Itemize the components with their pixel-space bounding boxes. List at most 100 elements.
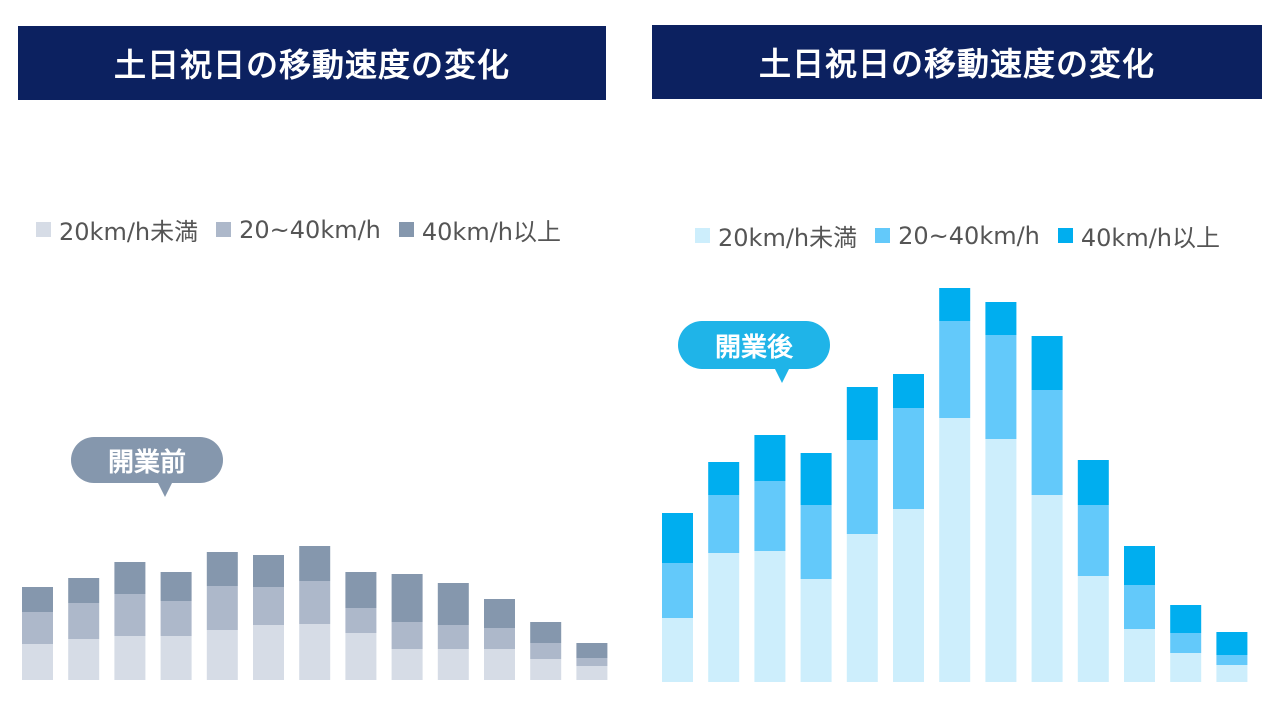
chart-title-after: 土日祝日の移動速度の変化: [652, 25, 1262, 99]
bar-after-11-under20: [1124, 629, 1155, 682]
callout-after: 開業後: [678, 321, 830, 383]
bar-after-6-under20: [893, 509, 924, 682]
bar-after-4-over40: [800, 453, 832, 505]
bar-after-10-over40: [1077, 460, 1109, 505]
bar-before-11-20to40: [484, 628, 515, 649]
legend-item-under20: 20km/h未満: [36, 212, 198, 247]
bar-before-5-over40: [206, 552, 238, 586]
bar-after-12-over40: [1170, 605, 1202, 633]
bar-before-9-over40: [391, 574, 423, 622]
bar-before-3-20to40: [114, 594, 146, 636]
stacked-bar-chart-before: [22, 546, 608, 680]
bar-after-2-over40: [708, 462, 740, 495]
bar-after-1-20to40: [662, 563, 693, 618]
bar-after-1-over40: [662, 513, 693, 563]
bar-before-2-20to40: [68, 603, 100, 639]
bar-before-8-under20: [345, 633, 377, 680]
bar-before-6-over40: [253, 555, 284, 587]
bar-before-11-over40: [484, 599, 515, 628]
bar-before-4-over40: [160, 572, 192, 601]
bar-after-7-over40: [939, 288, 971, 321]
bar-after-5-20to40: [846, 440, 878, 534]
bar-before-10-20to40: [437, 625, 469, 649]
bar-before-6-20to40: [253, 587, 284, 625]
bar-after-8-under20: [985, 439, 1017, 682]
bar-before-5-20to40: [206, 586, 238, 630]
bar-before-3-under20: [114, 636, 146, 680]
bar-after-8-20to40: [985, 335, 1017, 439]
bar-after-9-over40: [1031, 336, 1063, 390]
legend-item-over40: 40km/h以上: [398, 212, 562, 247]
bar-after-3-under20: [754, 551, 786, 682]
legend-swatch-under20: [695, 228, 710, 243]
bar-before-12-20to40: [530, 643, 562, 659]
bar-after-4-20to40: [800, 505, 832, 579]
bar-before-1-under20: [22, 644, 53, 680]
bar-after-6-20to40: [893, 408, 924, 509]
bar-before-9-under20: [391, 649, 423, 680]
bar-before-10-over40: [437, 583, 469, 625]
bar-before-11-under20: [484, 649, 515, 680]
legend-label-under20: 20km/h未満: [59, 218, 199, 246]
bar-after-4-under20: [800, 579, 832, 682]
bar-before-7-over40: [299, 546, 331, 581]
bar-after-10-under20: [1077, 576, 1109, 682]
bar-after-7-20to40: [939, 321, 971, 418]
bar-before-10-under20: [437, 649, 469, 680]
callout-before: 開業前: [71, 437, 223, 497]
legend-after: 20km/h未満 20~40km/h 40km/h以上: [695, 218, 1238, 253]
legend-label-over40: 40km/h以上: [1080, 224, 1221, 252]
bar-after-13-over40: [1216, 632, 1248, 655]
legend-swatch-20to40: [875, 228, 891, 243]
bar-before-1-20to40: [22, 612, 53, 644]
bar-after-12-under20: [1170, 653, 1202, 682]
legend-item-over40: 40km/h以上: [1057, 218, 1221, 253]
bar-before-4-20to40: [160, 601, 192, 636]
legend-item-under20: 20km/h未満: [695, 218, 857, 253]
bar-before-2-under20: [68, 639, 100, 680]
bar-before-8-over40: [345, 572, 377, 608]
legend-swatch-under20: [36, 222, 51, 237]
legend-before: 20km/h未満 20~40km/h 40km/h以上: [36, 212, 579, 247]
bar-after-12-20to40: [1170, 633, 1202, 653]
bar-after-13-under20: [1216, 665, 1248, 682]
bar-after-9-20to40: [1031, 390, 1063, 495]
bar-before-13-20to40: [576, 658, 608, 666]
legend-swatch-over40: [398, 222, 414, 237]
stacked-bar-chart-after: [662, 288, 1248, 682]
bar-after-6-over40: [893, 374, 924, 408]
legend-label-under20: 20km/h未満: [718, 224, 858, 252]
legend-swatch-over40: [1057, 228, 1073, 243]
bar-after-7-under20: [939, 418, 971, 682]
bar-before-9-20to40: [391, 622, 423, 649]
bar-after-5-over40: [846, 387, 878, 440]
bar-after-11-over40: [1124, 546, 1155, 585]
bar-after-11-20to40: [1124, 585, 1155, 629]
bar-after-13-20to40: [1216, 655, 1248, 665]
bar-after-2-20to40: [708, 495, 740, 553]
bar-after-3-20to40: [754, 481, 786, 551]
bar-after-2-under20: [708, 553, 740, 682]
bar-before-13-under20: [576, 666, 608, 680]
bar-before-8-20to40: [345, 608, 377, 633]
bar-before-13-over40: [576, 643, 608, 658]
bar-before-4-under20: [160, 636, 192, 680]
legend-item-20to40: 20~40km/h: [875, 222, 1040, 250]
bar-before-5-under20: [206, 630, 238, 680]
bar-before-12-over40: [530, 622, 562, 643]
bar-before-6-under20: [253, 625, 284, 680]
legend-item-20to40: 20~40km/h: [216, 216, 381, 244]
bar-after-3-over40: [754, 435, 786, 481]
bar-before-1-over40: [22, 587, 53, 612]
legend-label-over40: 40km/h以上: [421, 218, 562, 246]
bar-before-3-over40: [114, 562, 146, 594]
legend-label-20to40: 20~40km/h: [239, 215, 381, 244]
bar-before-7-under20: [299, 624, 331, 680]
legend-swatch-20to40: [216, 222, 232, 237]
legend-label-20to40: 20~40km/h: [898, 221, 1040, 250]
bar-before-7-20to40: [299, 581, 331, 624]
bar-after-10-20to40: [1077, 505, 1109, 576]
bar-before-2-over40: [68, 578, 100, 603]
bar-after-8-over40: [985, 302, 1017, 335]
chart-title-before: 土日祝日の移動速度の変化: [18, 26, 606, 100]
